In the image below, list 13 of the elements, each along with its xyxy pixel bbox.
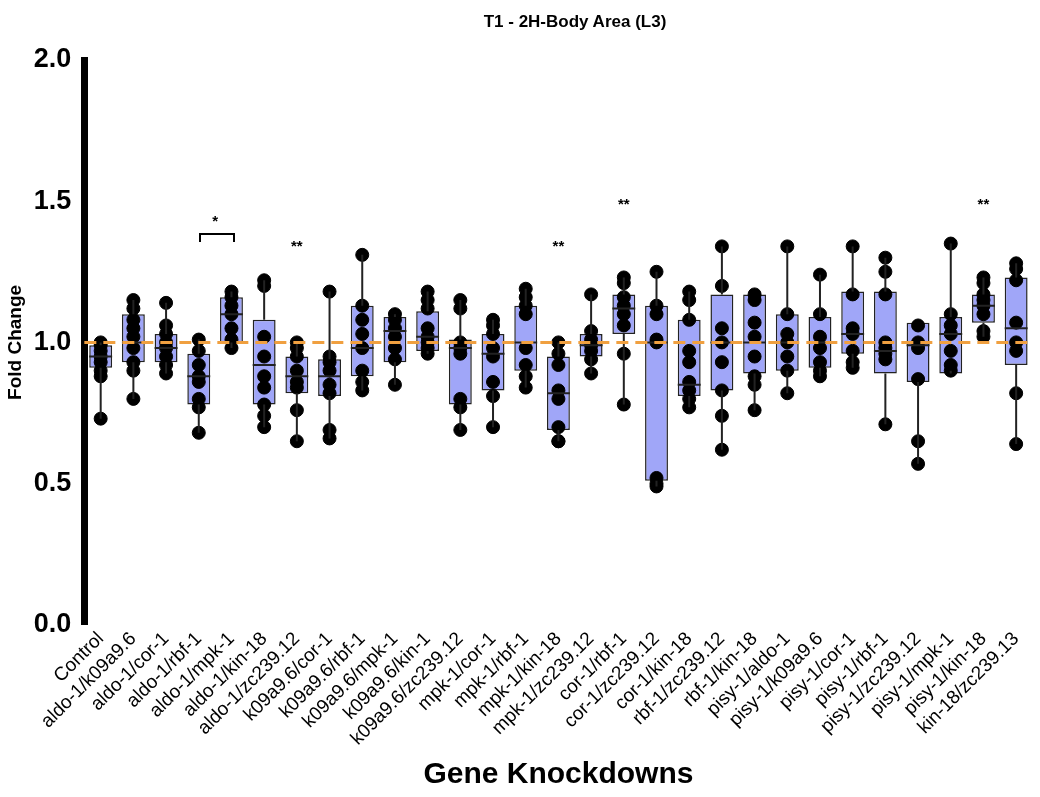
- annotation: **: [977, 195, 990, 213]
- y-tick-label: 2.0: [33, 43, 72, 74]
- x-axis-title: Gene Knockdowns: [423, 756, 694, 790]
- y-tick-label: 0.5: [33, 467, 72, 498]
- annotation: **: [617, 195, 630, 213]
- annotation: *: [212, 211, 219, 229]
- y-tick-label: 1.5: [33, 184, 72, 215]
- annotation: **: [552, 237, 565, 255]
- annotation: **: [291, 237, 303, 255]
- y-tick-label: 1.0: [33, 325, 72, 356]
- y-tick-label: 0.0: [33, 608, 72, 639]
- chart-title: T1 - 2H-Body Area (L3): [482, 12, 668, 32]
- y-axis-title: Fold Change: [3, 284, 25, 400]
